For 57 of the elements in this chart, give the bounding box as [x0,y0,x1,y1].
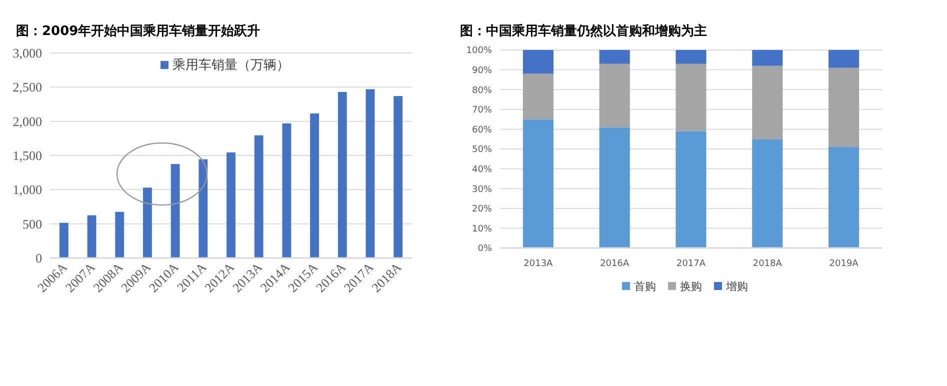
y-tick-label: 20% [472,204,492,215]
y-tick-label: 40% [472,164,492,175]
bar [115,212,124,258]
bar [676,64,706,132]
y-tick-label: 0 [36,250,42,266]
y-tick-label: 10% [472,224,492,234]
y-tick-label: 70% [472,106,492,116]
y-tick-label: 1,500 [12,148,42,164]
x-tick-label: 2018A [752,259,783,269]
y-tick-label: 60% [472,125,492,136]
y-tick-label: 0% [478,244,492,254]
bar [752,50,783,66]
x-tick-label: 2019A [829,259,860,269]
bar [522,119,554,248]
y-tick-label: 3,000 [12,46,42,61]
bar [226,152,236,258]
bar [599,50,630,64]
y-tick-label: 2,500 [12,80,42,95]
legend-label: 乘用车销量（万辆） [172,58,290,73]
bar [676,131,706,248]
bar [752,66,783,140]
legend-label: 增购 [725,280,748,293]
bar [254,135,264,258]
bar [522,50,554,74]
x-tick-label: 2016A [600,259,630,269]
bar [828,147,860,248]
bar [143,188,152,258]
bar [828,50,860,68]
bar [599,127,630,248]
bar [87,215,96,258]
chart-title: 图：中国乘用车销量仍然以首购和增购为主 [460,23,707,39]
y-tick-label: 90% [472,66,492,76]
y-tick-label: 80% [472,86,492,96]
bar [282,123,292,258]
y-tick-label: 30% [472,184,492,195]
x-tick-label: 2013A [524,259,554,269]
bar [198,159,208,258]
legend-label: 换购 [680,280,702,293]
bar [310,113,319,258]
bar [394,96,403,258]
chart-title: 图：2009年开始中国乘用车销量开始跃升 [16,23,260,39]
y-tick-label: 500 [22,216,42,232]
y-tick-label: 100% [466,46,492,56]
x-tick-label: 2017A [676,259,706,269]
bar [522,74,554,120]
legend-label: 首购 [634,280,656,293]
y-tick-label: 2,000 [12,114,42,129]
bar [599,64,630,128]
bar [828,68,860,148]
bar [59,222,68,258]
bar [170,164,180,258]
bar [676,50,706,64]
y-tick-label: 1,000 [12,182,42,198]
y-tick-label: 50% [472,145,492,156]
bar [366,89,375,258]
bar [338,92,347,258]
bar [752,139,783,248]
